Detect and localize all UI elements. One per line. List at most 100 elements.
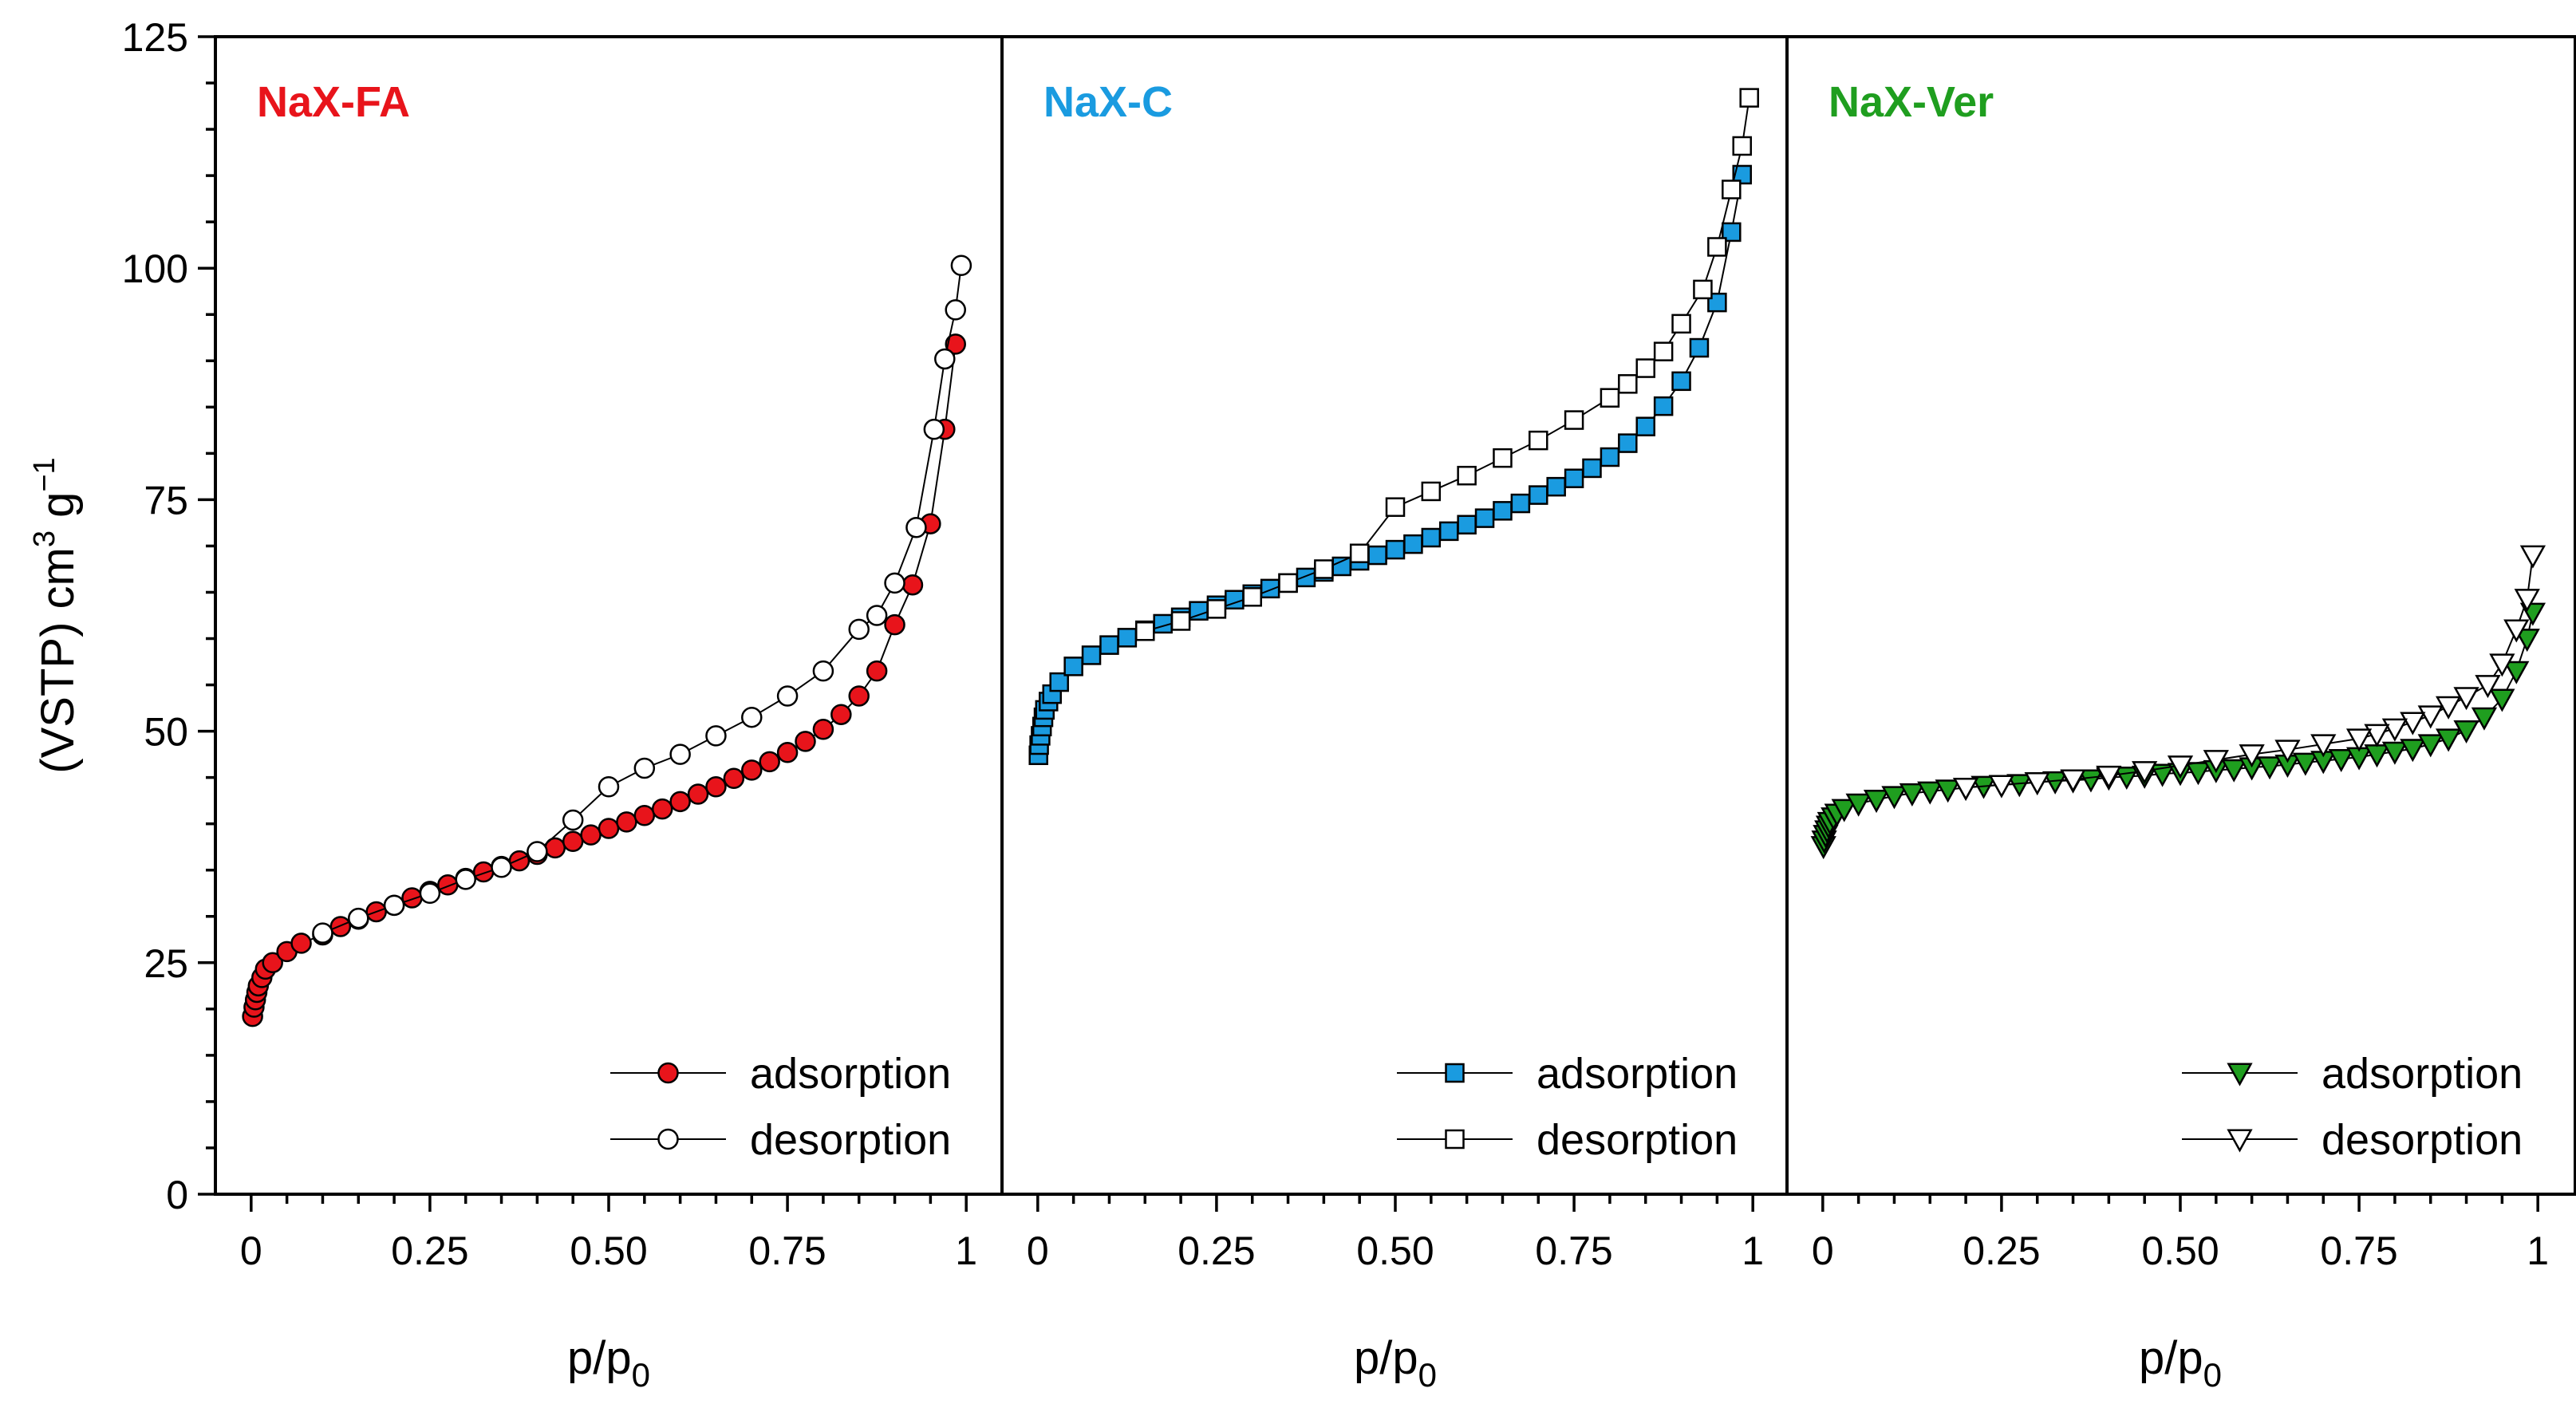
legend-marker bbox=[1445, 1063, 1465, 1083]
desorption-point bbox=[2381, 718, 2408, 742]
legend-entry-desorption: desorption bbox=[610, 1116, 951, 1164]
desorption-point bbox=[1135, 621, 1155, 641]
adsorption-point bbox=[1510, 493, 1531, 514]
desorption-point bbox=[562, 809, 584, 831]
adsorption-point bbox=[1421, 527, 1442, 548]
adsorption-point bbox=[1385, 539, 1406, 560]
y-tick-label: 100 bbox=[122, 246, 188, 291]
legend-entry-desorption: desorption bbox=[1397, 1116, 1738, 1164]
desorption-point bbox=[1988, 775, 2015, 799]
y-axis-title-part: g bbox=[32, 492, 84, 530]
desorption-point bbox=[1206, 599, 1227, 619]
desorption-point bbox=[2489, 653, 2515, 677]
y-tick-label: 50 bbox=[144, 710, 188, 755]
desorption-point bbox=[2453, 687, 2479, 711]
plot-frame bbox=[214, 35, 2576, 1196]
desorption-point bbox=[923, 418, 945, 440]
desorption-point bbox=[348, 907, 369, 929]
adsorption-point bbox=[1063, 657, 1083, 676]
x-axis-title-part: p/p bbox=[1354, 1332, 1418, 1384]
adsorption-point bbox=[2417, 734, 2444, 758]
desorption-point bbox=[1671, 314, 1691, 334]
desorption-point bbox=[2345, 728, 2373, 752]
adsorption-point bbox=[262, 952, 283, 974]
adsorption-point bbox=[2514, 629, 2540, 653]
desorption-point bbox=[884, 572, 905, 594]
adsorption-point bbox=[1367, 545, 1387, 566]
adsorption-point bbox=[1845, 793, 1872, 817]
adsorption-point bbox=[866, 660, 888, 682]
legend-label: desorption bbox=[750, 1116, 951, 1164]
desorption-point bbox=[2060, 769, 2086, 793]
desorption-point bbox=[2503, 619, 2530, 643]
y-tick-label: 0 bbox=[166, 1173, 188, 1217]
adsorption-point bbox=[1831, 799, 1857, 822]
x-tick-label: 0 bbox=[1812, 1228, 1834, 1273]
axes-layer bbox=[198, 35, 2576, 1212]
x-tick-label: 1 bbox=[2527, 1228, 2549, 1273]
panel-nax-ver: adsorption desorption bbox=[1810, 545, 2546, 1164]
desorption-point bbox=[866, 605, 888, 626]
adsorption-point bbox=[1600, 447, 1620, 467]
adsorption-point bbox=[401, 887, 423, 909]
adsorption-point bbox=[1935, 779, 1961, 803]
y-axis-title-sup: −1 bbox=[28, 457, 61, 491]
desorption-point bbox=[741, 706, 763, 728]
desorption-point bbox=[1314, 559, 1334, 579]
desorption-point bbox=[1653, 341, 1674, 361]
adsorption-point bbox=[633, 804, 656, 826]
adsorption-point bbox=[616, 811, 637, 833]
desorption-point bbox=[1421, 481, 1442, 502]
desorption-point bbox=[2096, 765, 2122, 789]
adsorption-point bbox=[1564, 468, 1584, 488]
desorption-point bbox=[2167, 755, 2194, 779]
adsorption-point bbox=[1529, 485, 1548, 505]
adsorption-point bbox=[1403, 534, 1423, 554]
desorption-point bbox=[776, 685, 799, 707]
adsorption-point bbox=[705, 775, 727, 798]
adsorption-point bbox=[2381, 741, 2408, 765]
legend-entry-adsorption: adsorption bbox=[2182, 1050, 2523, 1098]
adsorption-point bbox=[795, 731, 816, 752]
adsorption-point bbox=[759, 751, 780, 773]
desorption-point bbox=[848, 618, 870, 641]
adsorption-point bbox=[437, 874, 459, 896]
adsorption-point bbox=[1653, 396, 1674, 416]
adsorption-point bbox=[1438, 521, 1459, 542]
x-axis-title-sub: 0 bbox=[1418, 1356, 1437, 1394]
panel-label: NaX-C bbox=[1043, 78, 1173, 126]
desorption-point bbox=[2519, 545, 2546, 569]
panel-label: NaX-FA bbox=[257, 78, 410, 126]
adsorption-point bbox=[2400, 739, 2426, 763]
adsorption-point bbox=[1049, 672, 1069, 692]
adsorption-point bbox=[812, 719, 834, 740]
y-tick-label: 25 bbox=[144, 941, 188, 986]
adsorption-point bbox=[562, 830, 584, 852]
adsorption-point bbox=[776, 742, 799, 763]
data-layer: adsorption desorption adsorption desorption… bbox=[242, 88, 2546, 1164]
legend-marker bbox=[2227, 1129, 2253, 1153]
desorption-point bbox=[950, 254, 972, 276]
adsorption-point bbox=[1722, 222, 1742, 243]
y-axis-title-part: (VSTP) cm bbox=[32, 547, 84, 774]
x-tick-label: 0 bbox=[240, 1228, 262, 1273]
desorption-point bbox=[812, 660, 834, 682]
x-axis-title-part: p/p bbox=[567, 1332, 632, 1384]
desorption-point bbox=[2475, 675, 2501, 699]
x-axis-title: p/p0 bbox=[567, 1332, 650, 1394]
adsorption-point bbox=[2256, 756, 2283, 780]
adsorption-point bbox=[945, 333, 966, 355]
adsorption-point bbox=[2292, 752, 2318, 776]
desorption-point bbox=[527, 841, 548, 862]
desorption-point bbox=[1693, 279, 1713, 300]
legend-label: adsorption bbox=[1537, 1050, 1738, 1098]
desorption-point bbox=[2417, 705, 2444, 729]
desorption-point bbox=[1707, 237, 1727, 257]
adsorption-line bbox=[1037, 174, 1743, 755]
panel-label: NaX-Ver bbox=[1828, 78, 1994, 126]
adsorption-point bbox=[830, 704, 852, 725]
adsorption-point bbox=[1917, 781, 1943, 805]
desorption-point bbox=[2239, 744, 2265, 768]
x-tick-label: 0.75 bbox=[748, 1228, 826, 1273]
